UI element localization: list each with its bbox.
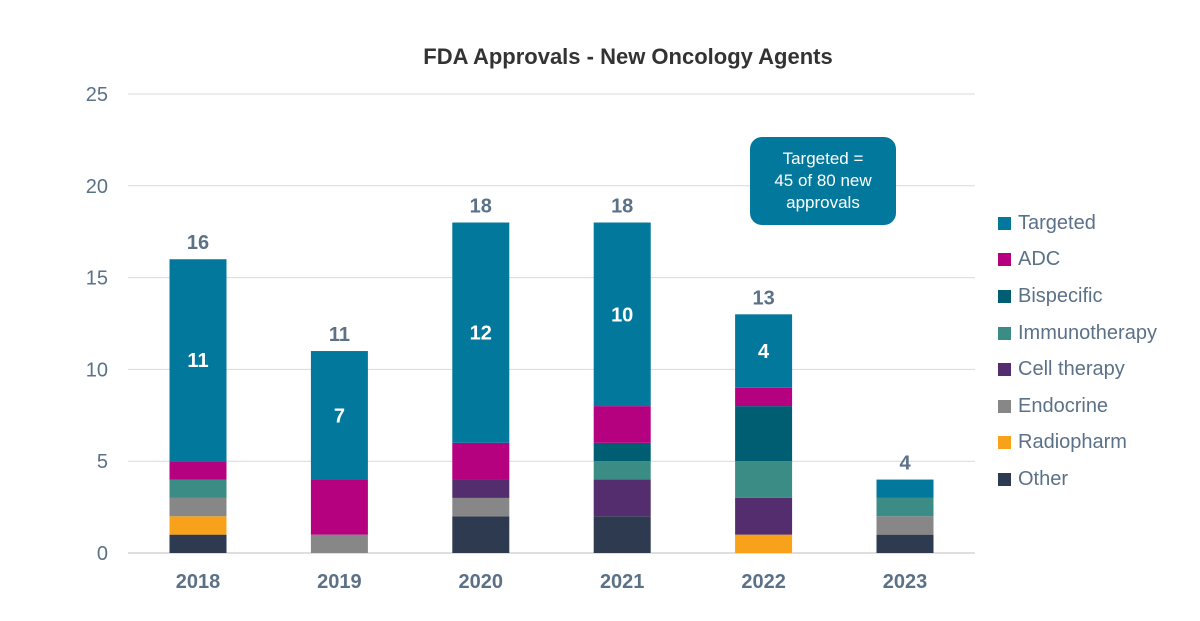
legend-item: Immunotherapy (998, 315, 1157, 352)
y-tick-label: 0 (97, 543, 108, 565)
legend-label: ADC (1018, 248, 1061, 271)
bar-segment-immunotherapy (169, 479, 227, 498)
bar-segment-targeted (593, 222, 651, 407)
legend-item: Other (998, 461, 1157, 498)
bar-segment-targeted (876, 479, 934, 498)
bar-segment-cell-therapy (452, 479, 510, 498)
bar-segment-other (169, 534, 227, 553)
y-tick-label: 5 (97, 451, 108, 473)
bar-segment-endocrine (452, 497, 510, 517)
bar-segment-targeted (310, 351, 368, 480)
legend-swatch (998, 326, 1011, 340)
y-tick-label: 15 (86, 268, 108, 290)
bars: 11 16 7 11 12 18 10 18 4 13 4 (169, 196, 934, 553)
chart-title: FDA Approvals - New Oncology Agents (423, 44, 832, 69)
segment-label: 11 (187, 350, 208, 372)
targeted-callout: Targeted = 45 of 80 new approvals (750, 137, 896, 225)
legend-label: Radiopharm (1018, 431, 1127, 454)
bar-segment-bispecific (593, 442, 651, 462)
segment-label: 7 (334, 405, 345, 427)
callout-text: Targeted = 45 of 80 new approvals (774, 149, 872, 212)
bar-segment-targeted (169, 259, 227, 462)
legend-item: ADC (998, 242, 1157, 279)
bar-segment-endocrine (876, 516, 934, 535)
x-tick-label: 2021 (600, 571, 645, 593)
bar-segment-endocrine (310, 534, 368, 553)
legend-label: Targeted (1018, 211, 1096, 234)
legend-label: Bispecific (1018, 284, 1103, 307)
legend-label: Endocrine (1018, 394, 1109, 417)
bar-total-label: 11 (329, 324, 350, 346)
y-axis: 0 5 10 15 20 25 (86, 84, 108, 565)
bar-segment-other (876, 534, 934, 553)
bar-segment-adc (452, 442, 510, 480)
legend-swatch (998, 363, 1011, 377)
legend-swatch (998, 253, 1011, 267)
legend-swatch (998, 289, 1011, 303)
y-tick-label: 20 (86, 176, 108, 198)
bar-segment-other (452, 516, 510, 553)
bar-segment-immunotherapy (593, 461, 651, 480)
legend-item: Radiopharm (998, 425, 1157, 462)
segment-label: 4 (758, 341, 770, 363)
bar-segment-radiopharm (169, 516, 227, 535)
bar-total-label: 13 (752, 287, 774, 309)
legend-item: Bispecific (998, 278, 1157, 315)
bar-segment-cell-therapy (593, 479, 651, 517)
bar-segment-cell-therapy (735, 497, 793, 535)
y-tick-label: 25 (86, 84, 108, 106)
bar-segment-adc (593, 406, 651, 443)
legend-item: Cell therapy (998, 351, 1157, 388)
segment-label: 10 (611, 304, 633, 326)
gridlines (128, 93, 975, 554)
legend-item: Targeted (998, 205, 1157, 242)
bar-total-label: 18 (470, 196, 492, 218)
legend-label: Other (1018, 467, 1069, 490)
bar-segment-targeted (452, 222, 510, 443)
x-tick-label: 2019 (317, 571, 362, 593)
segment-label: 12 (470, 323, 492, 345)
legend-item: Endocrine (998, 388, 1157, 425)
x-tick-label: 2022 (741, 571, 786, 593)
bar-segment-adc (735, 387, 793, 407)
bar-total-label: 4 (899, 453, 911, 475)
legend-swatch (998, 216, 1011, 230)
bar-segment-adc (169, 461, 227, 480)
bar-segment-immunotherapy (876, 497, 934, 517)
bar-segment-immunotherapy (735, 461, 793, 498)
bar-segment-other (593, 516, 651, 553)
legend-label: Immunotherapy (1018, 321, 1157, 344)
bar-segment-endocrine (169, 497, 227, 517)
bar-segment-adc (310, 479, 368, 535)
legend-swatch (998, 472, 1011, 486)
legend-label: Cell therapy (1018, 358, 1125, 381)
bar-total-label: 18 (611, 196, 633, 218)
legend: Targeted ADC Bispecific Immunotherapy Cell t… (998, 205, 1157, 498)
x-tick-label: 2023 (883, 571, 928, 593)
legend-swatch (998, 436, 1011, 450)
legend-swatch (998, 399, 1011, 413)
y-tick-label: 10 (86, 359, 108, 381)
bar-total-label: 16 (187, 232, 209, 254)
x-axis: 2018 2019 2020 2021 2022 2023 (176, 571, 928, 593)
x-tick-label: 2020 (459, 571, 504, 593)
bar-segment-radiopharm (735, 534, 793, 553)
bar-segment-bispecific (735, 406, 793, 462)
bar-segment-targeted (735, 314, 793, 388)
x-tick-label: 2018 (176, 571, 221, 593)
